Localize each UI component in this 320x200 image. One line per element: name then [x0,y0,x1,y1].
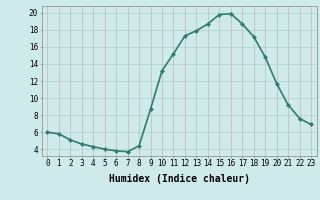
X-axis label: Humidex (Indice chaleur): Humidex (Indice chaleur) [109,174,250,184]
